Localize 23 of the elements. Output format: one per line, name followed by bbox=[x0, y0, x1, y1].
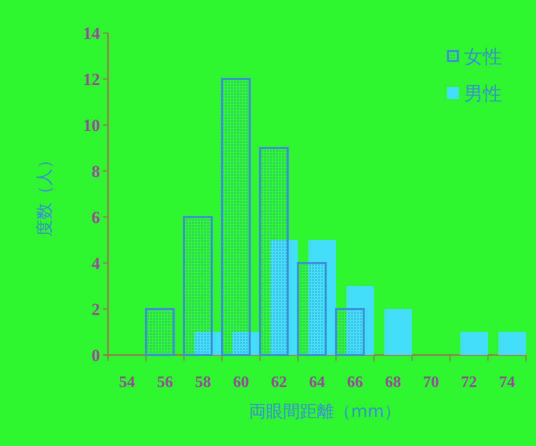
legend-label: 男性 bbox=[464, 83, 502, 105]
x-tick-label: 66 bbox=[347, 374, 363, 391]
x-tick-label: 62 bbox=[271, 374, 287, 391]
y-tick-label: 0 bbox=[92, 346, 100, 365]
x-tick-label: 72 bbox=[461, 374, 477, 391]
legend-label: 女性 bbox=[464, 46, 502, 68]
x-tick-label: 58 bbox=[195, 374, 211, 391]
y-axis-title: 度数（人） bbox=[35, 152, 55, 236]
x-axis-title: 両眼間距離（mm） bbox=[248, 402, 402, 422]
y-tick-label: 8 bbox=[92, 162, 100, 181]
y-tick-label: 2 bbox=[92, 300, 100, 319]
y-tick-label: 10 bbox=[83, 116, 100, 135]
y-tick-label: 6 bbox=[92, 208, 100, 227]
y-tick-label: 12 bbox=[83, 70, 100, 89]
x-tick-label: 64 bbox=[309, 374, 325, 391]
x-tick-label: 54 bbox=[119, 374, 135, 391]
y-tick-label: 14 bbox=[83, 24, 100, 43]
x-tick-label: 56 bbox=[157, 374, 173, 391]
y-tick-label: 4 bbox=[92, 254, 100, 273]
x-tick-label: 60 bbox=[233, 374, 249, 391]
x-tick-label: 74 bbox=[499, 374, 515, 391]
x-tick-label: 68 bbox=[385, 374, 401, 391]
x-tick-label: 70 bbox=[423, 374, 439, 391]
